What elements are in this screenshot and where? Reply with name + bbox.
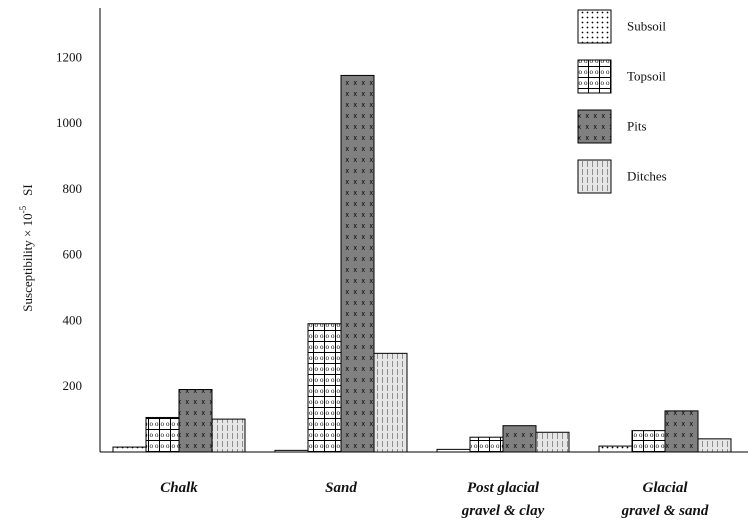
y-axis: 200 400 600 800 1000 1200 xyxy=(56,8,101,452)
legend: Subsoil Topsoil Pits Ditches xyxy=(577,9,667,194)
y-tick-label: 600 xyxy=(63,247,83,262)
bar-subsoil-4 xyxy=(598,445,633,453)
bar-topsoil-3 xyxy=(469,436,504,453)
x-axis: Chalk Sand Post glacial gravel & clay Glacia… xyxy=(100,451,748,519)
bar-ditches-3 xyxy=(535,431,570,453)
y-tick-label: 800 xyxy=(63,181,83,196)
bar-topsoil-2 xyxy=(307,323,342,453)
x-category-label: Chalk xyxy=(160,480,198,496)
bars xyxy=(112,74,732,453)
bar-pits-4 xyxy=(664,410,699,453)
legend-label-pits: Pits xyxy=(627,119,647,134)
legend-label-subsoil: Subsoil xyxy=(627,19,666,34)
y-axis-title-unit: SI xyxy=(20,184,35,196)
bar-pits-2 xyxy=(340,74,375,453)
y-axis-title-superscript: -5 xyxy=(18,205,28,213)
legend-swatch-topsoil xyxy=(577,59,612,94)
bar-ditches-1 xyxy=(211,418,246,453)
y-tick-label: 200 xyxy=(63,378,83,393)
legend-swatch-pits xyxy=(577,109,612,144)
x-category-label-line: Post glacial xyxy=(467,480,540,496)
bar-topsoil-4 xyxy=(631,430,666,453)
y-tick-label: 1200 xyxy=(56,49,82,64)
bar-ditches-2 xyxy=(373,352,408,453)
bar-ditches-4 xyxy=(697,438,732,453)
y-axis-title-main: Susceptibility × 10 xyxy=(20,213,35,311)
x-category-label: Glacial gravel & sand xyxy=(621,480,709,519)
legend-label-ditches: Ditches xyxy=(627,169,667,184)
legend-swatch-ditches xyxy=(577,159,612,194)
x-category-label-line: gravel & sand xyxy=(621,503,709,519)
x-category-label: Post glacial gravel & clay xyxy=(461,480,545,519)
bar-pits-3 xyxy=(502,425,537,453)
x-category-label: Sand xyxy=(325,480,357,496)
legend-swatch-subsoil xyxy=(577,9,612,44)
x-category-label-line: Sand xyxy=(325,480,357,496)
legend-label-topsoil: Topsoil xyxy=(627,69,666,84)
y-tick-label: 400 xyxy=(63,312,83,327)
x-category-label-line: Chalk xyxy=(160,480,198,496)
x-category-label-line: gravel & clay xyxy=(461,503,545,519)
y-axis-title: Susceptibility × 10-5 SI xyxy=(18,184,35,311)
x-category-label-line: Glacial xyxy=(643,480,689,496)
bar-topsoil-1 xyxy=(145,416,180,453)
y-tick-label: 1000 xyxy=(56,115,82,130)
bar-subsoil-1 xyxy=(112,446,147,453)
bar-pits-1 xyxy=(178,389,213,453)
